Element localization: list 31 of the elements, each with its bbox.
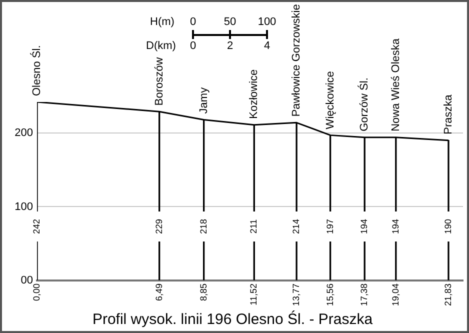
x-tick-label: 0,00 — [31, 283, 42, 302]
x-tick-label: 8,85 — [198, 283, 208, 302]
annotation: Praszka — [442, 94, 455, 134]
data-label: 190 — [442, 218, 453, 234]
data-label: 242 — [31, 218, 42, 234]
text: Profil wysok. linii 196 Olesno Śl. - Praszka — [92, 310, 374, 328]
annotation: Pawłowice Gorzowskie — [290, 4, 303, 117]
x-tick-label: 15,56 — [324, 283, 335, 306]
y-tick-label: 200 — [14, 127, 33, 140]
y-tick-label: 00 — [20, 274, 33, 287]
data-label: 194 — [390, 218, 400, 234]
annotation: Nowa Wieś Oleska — [390, 38, 402, 132]
data-label: 211 — [248, 219, 259, 234]
x-tick-label: 17,38 — [359, 283, 370, 306]
y-tick-label: 100 — [14, 200, 33, 213]
annotation: Jamy — [198, 86, 210, 114]
x-tick-label: 21,83 — [442, 283, 453, 306]
data-label: 218 — [198, 218, 208, 234]
annotation: Gorzów Śl. — [358, 78, 371, 132]
annotation: Więckowice — [324, 71, 336, 130]
annotation: Olesno Śl. — [30, 45, 44, 96]
x-tick-label: 13,77 — [291, 283, 302, 306]
data-label: 197 — [324, 218, 335, 234]
annotation: Kozłowice — [248, 69, 260, 119]
data-label: 214 — [291, 218, 302, 234]
data-label: 194 — [359, 218, 370, 234]
x-tick-label: 6,49 — [154, 283, 164, 302]
annotation: Boroszów — [153, 57, 166, 106]
data-label: 229 — [154, 218, 164, 234]
x-tick-label: 19,04 — [390, 283, 400, 306]
x-tick-label: 11,52 — [248, 283, 259, 306]
